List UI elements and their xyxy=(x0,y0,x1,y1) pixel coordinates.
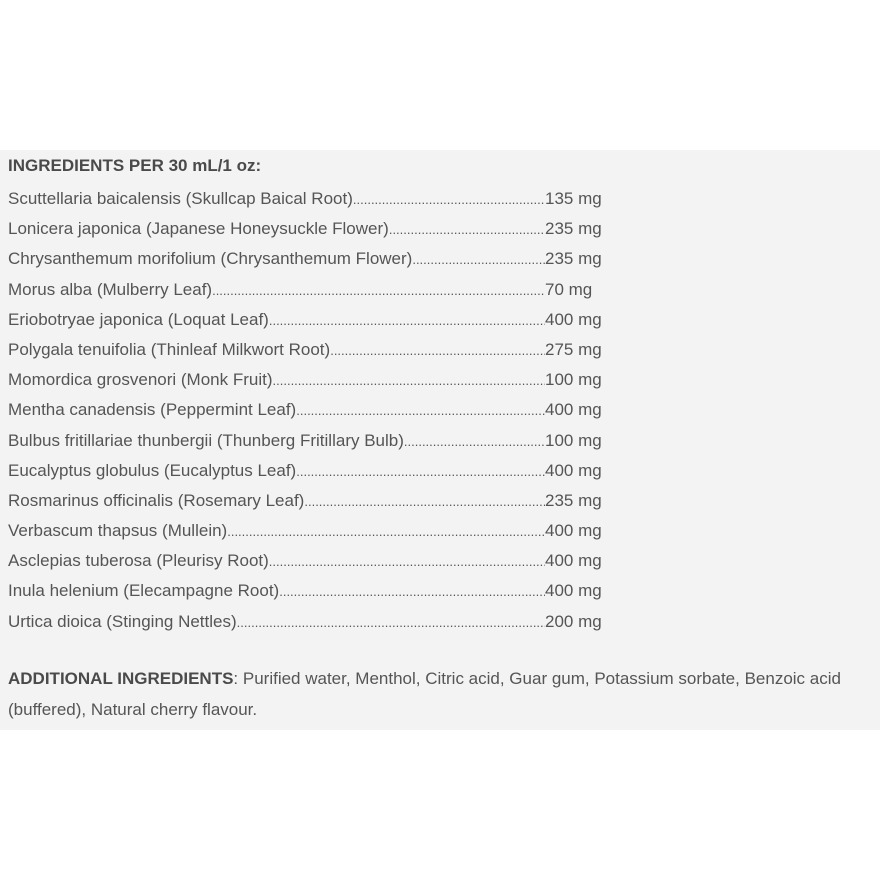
ingredient-name: Inula helenium (Elecampagne Root) xyxy=(8,576,545,606)
additional-ingredients-text: : Purified water, Menthol, Citric acid, … xyxy=(8,669,841,719)
ingredient-name-text: Mentha canadensis (Peppermint Leaf) xyxy=(8,400,297,420)
ingredient-amount: 135 mg xyxy=(545,189,602,208)
ingredient-name: Rosmarinus officinalis (Rosemary Leaf) xyxy=(8,486,545,516)
ingredient-name: Verbascum thapsus (Mullein) xyxy=(8,516,545,546)
additional-ingredients-label: ADDITIONAL INGREDIENTS xyxy=(8,669,234,688)
ingredient-row: Mentha canadensis (Peppermint Leaf) 400 m… xyxy=(8,395,602,425)
ingredient-amount: 400 mg xyxy=(545,309,602,329)
ingredient-name-text: Bulbus fritillariae thunbergii (Thunberg… xyxy=(8,430,404,450)
ingredient-list: Scuttellaria baicalensis (Skullcap Baica… xyxy=(8,184,602,637)
ingredient-row: Momordica grosvenori (Monk Fruit) 100 mg xyxy=(8,365,602,395)
ingredient-amount: 275 mg xyxy=(545,339,602,359)
ingredient-amount: 235 mg xyxy=(545,219,602,239)
ingredient-row: Scuttellaria baicalensis (Skullcap Baica… xyxy=(8,184,602,214)
ingredient-name-text: Verbascum thapsus (Mullein) xyxy=(8,521,228,541)
ingredient-name-text: Chrysanthemum morifolium (Chrysanthemum … xyxy=(8,249,413,269)
ingredient-amount: 100 mg xyxy=(545,430,602,450)
ingredient-row: Eucalyptus globulus (Eucalyptus Leaf) 400… xyxy=(8,456,602,486)
ingredient-row: Inula helenium (Elecampagne Root) 400 mg xyxy=(8,576,602,606)
ingredient-row: Urtica dioica (Stinging Nettles) 200 mg xyxy=(8,607,602,637)
ingredient-amount: 235 mg xyxy=(545,490,602,510)
ingredient-amount: 400 mg xyxy=(545,551,602,571)
ingredient-amount: 70 mg xyxy=(545,279,593,299)
additional-ingredients: ADDITIONAL INGREDIENTS: Purified water, … xyxy=(8,663,876,725)
ingredient-name-text: Eriobotryae japonica (Loquat Leaf) xyxy=(8,309,269,329)
ingredient-row: Chrysanthemum morifolium (Chrysanthemum … xyxy=(8,244,602,274)
ingredient-name: Bulbus fritillariae thunbergii (Thunberg… xyxy=(8,426,545,456)
ingredients-heading: INGREDIENTS PER 30 mL/1 oz: xyxy=(8,156,262,175)
ingredient-name: Eriobotryae japonica (Loquat Leaf) xyxy=(8,305,545,335)
ingredient-name: Mentha canadensis (Peppermint Leaf) xyxy=(8,395,545,425)
ingredient-row: Morus alba (Mulberry Leaf) 70 mg xyxy=(8,275,602,305)
ingredient-amount: 100 mg xyxy=(545,370,602,390)
ingredient-row: Bulbus fritillariae thunbergii (Thunberg… xyxy=(8,426,602,456)
ingredient-name-text: Momordica grosvenori (Monk Fruit) xyxy=(8,370,273,390)
ingredient-amount: 200 mg xyxy=(545,611,602,631)
ingredient-name: Lonicera japonica (Japanese Honeysuckle … xyxy=(8,214,545,244)
ingredient-name: Momordica grosvenori (Monk Fruit) xyxy=(8,365,545,395)
ingredient-name-text: Asclepias tuberosa (Pleurisy Root) xyxy=(8,551,269,571)
ingredient-name: Eucalyptus globulus (Eucalyptus Leaf) xyxy=(8,456,545,486)
ingredient-name-text: Polygala tenuifolia (Thinleaf Milkwort R… xyxy=(8,339,331,359)
ingredient-name-text: Inula helenium (Elecampagne Root) xyxy=(8,581,280,601)
ingredient-row: Polygala tenuifolia (Thinleaf Milkwort R… xyxy=(8,335,602,365)
ingredient-name: Urtica dioica (Stinging Nettles) xyxy=(8,607,545,637)
ingredient-row: Eriobotryae japonica (Loquat Leaf) 400 mg xyxy=(8,305,602,335)
ingredient-name-text: Lonicera japonica (Japanese Honeysuckle … xyxy=(8,219,389,239)
ingredient-row: Verbascum thapsus (Mullein) 400 mg xyxy=(8,516,602,546)
ingredient-amount: 400 mg xyxy=(545,400,602,420)
ingredient-name: Asclepias tuberosa (Pleurisy Root) xyxy=(8,546,545,576)
ingredient-amount: 400 mg xyxy=(545,521,602,541)
ingredient-name: Morus alba (Mulberry Leaf) xyxy=(8,275,545,305)
ingredient-name: Scuttellaria baicalensis (Skullcap Baica… xyxy=(8,184,545,214)
ingredient-name-text: Morus alba (Mulberry Leaf) xyxy=(8,279,213,299)
ingredient-name: Polygala tenuifolia (Thinleaf Milkwort R… xyxy=(8,335,545,365)
ingredient-amount: 400 mg xyxy=(545,460,602,480)
ingredient-name: Chrysanthemum morifolium (Chrysanthemum … xyxy=(8,244,545,274)
ingredient-amount: 400 mg xyxy=(545,581,602,601)
ingredient-row: Lonicera japonica (Japanese Honeysuckle … xyxy=(8,214,602,244)
ingredient-row: Asclepias tuberosa (Pleurisy Root) 400 mg xyxy=(8,546,602,576)
ingredient-row: Rosmarinus officinalis (Rosemary Leaf) 23… xyxy=(8,486,602,516)
ingredient-name-text: Urtica dioica (Stinging Nettles) xyxy=(8,611,237,631)
ingredient-amount: 235 mg xyxy=(545,249,602,269)
ingredient-name-text: Scuttellaria baicalensis (Skullcap Baica… xyxy=(8,189,353,208)
ingredient-name-text: Rosmarinus officinalis (Rosemary Leaf) xyxy=(8,490,305,510)
ingredient-name-text: Eucalyptus globulus (Eucalyptus Leaf) xyxy=(8,460,297,480)
